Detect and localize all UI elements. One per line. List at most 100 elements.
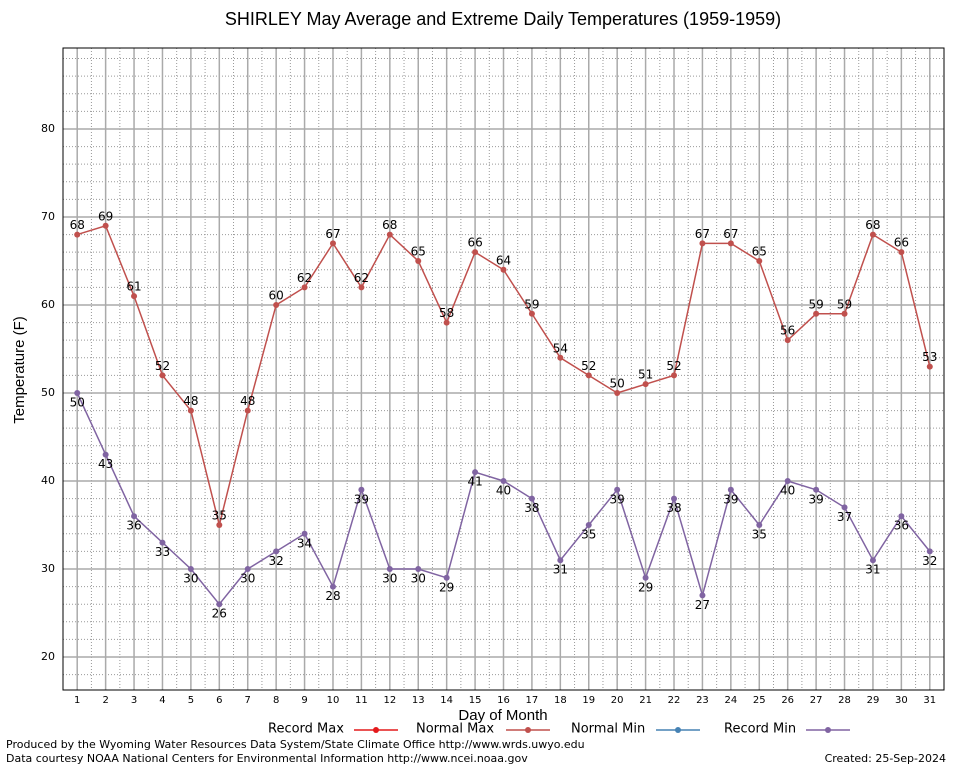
x-tick-label: 9 <box>301 695 307 706</box>
data-point <box>841 310 848 317</box>
data-label: 36 <box>894 519 909 533</box>
data-label: 41 <box>467 475 482 489</box>
data-label: 33 <box>155 545 170 559</box>
data-label: 32 <box>922 554 937 568</box>
x-tick-label: 14 <box>440 695 453 706</box>
footer-text: Produced by the Wyoming Water Resources … <box>6 738 585 751</box>
data-point <box>500 266 507 273</box>
data-point <box>301 284 308 291</box>
data-label: 52 <box>155 359 170 373</box>
data-point <box>784 337 791 344</box>
data-label: 48 <box>240 394 255 408</box>
data-point <box>614 389 621 396</box>
data-point <box>727 486 734 493</box>
x-tick-label: 11 <box>355 695 368 706</box>
data-point <box>244 407 251 414</box>
y-axis-label: Temperature (F) <box>11 316 28 424</box>
x-tick-label: 16 <box>497 695 510 706</box>
y-tick-label: 30 <box>41 562 55 575</box>
y-tick-label: 80 <box>41 122 55 135</box>
data-label: 28 <box>325 589 340 603</box>
data-label: 39 <box>808 492 823 506</box>
x-tick-label: 10 <box>327 695 340 706</box>
data-label: 68 <box>382 218 397 232</box>
chart-title: SHIRLEY May Average and Extreme Daily Te… <box>225 9 781 29</box>
x-tick-label: 25 <box>753 695 766 706</box>
data-label: 59 <box>837 297 852 311</box>
data-label: 50 <box>70 395 85 409</box>
data-point <box>131 513 138 520</box>
x-tick-label: 20 <box>611 695 624 706</box>
data-point <box>926 548 933 555</box>
data-point <box>528 310 535 317</box>
footer-text: Created: 25-Sep-2024 <box>825 752 946 765</box>
y-tick-label: 40 <box>41 474 55 487</box>
legend-text: Normal Max <box>416 722 494 737</box>
data-label: 27 <box>695 598 710 612</box>
data-point <box>642 381 649 388</box>
data-label: 39 <box>354 492 369 506</box>
data-label: 38 <box>666 501 681 515</box>
data-point <box>415 565 422 572</box>
data-point <box>614 486 621 493</box>
data-point <box>898 513 905 520</box>
x-tick-label: 27 <box>810 695 823 706</box>
data-point <box>727 240 734 247</box>
data-point <box>301 530 308 537</box>
data-label: 39 <box>723 492 738 506</box>
data-label: 29 <box>638 580 653 594</box>
data-point <box>671 372 678 379</box>
x-tick-label: 5 <box>188 695 194 706</box>
data-point <box>585 521 592 528</box>
data-label: 34 <box>297 536 312 550</box>
data-point <box>756 257 763 264</box>
x-tick-label: 17 <box>526 695 539 706</box>
x-tick-label: 30 <box>895 695 908 706</box>
x-tick-label: 23 <box>696 695 709 706</box>
data-label: 30 <box>382 571 397 585</box>
legend-text: Record Min <box>724 722 796 737</box>
data-point <box>187 407 194 414</box>
x-tick-label: 24 <box>724 695 737 706</box>
data-point <box>386 231 393 238</box>
data-point <box>273 548 280 555</box>
data-label: 37 <box>837 510 852 524</box>
data-point <box>102 451 109 458</box>
data-label: 35 <box>212 508 227 522</box>
data-label: 30 <box>240 571 255 585</box>
data-point <box>443 319 450 326</box>
data-label: 65 <box>752 244 767 258</box>
x-tick-label: 31 <box>923 695 936 706</box>
data-point <box>358 284 365 291</box>
x-tick-label: 2 <box>102 695 108 706</box>
legend-text: Record Max <box>268 722 344 737</box>
x-axis-label: Day of Month <box>458 707 547 724</box>
data-label: 64 <box>496 253 511 267</box>
data-label: 52 <box>581 359 596 373</box>
plot-frame <box>62 47 945 691</box>
legend-text: Normal Min <box>571 722 645 737</box>
data-label: 32 <box>269 554 284 568</box>
data-label: 69 <box>98 209 113 223</box>
data-point <box>699 240 706 247</box>
data-point <box>415 257 422 264</box>
x-tick-label: 1 <box>74 695 80 706</box>
data-point <box>557 557 564 564</box>
data-point <box>386 565 393 572</box>
data-point <box>472 249 479 256</box>
data-point <box>926 363 933 370</box>
data-point <box>216 521 223 528</box>
x-tick-label: 19 <box>582 695 595 706</box>
data-label: 52 <box>666 359 681 373</box>
data-point <box>784 477 791 484</box>
data-point <box>443 574 450 581</box>
data-point <box>869 557 876 564</box>
data-point <box>74 231 81 238</box>
data-label: 62 <box>297 271 312 285</box>
data-point <box>329 240 336 247</box>
y-tick-label: 50 <box>41 386 55 399</box>
data-point <box>358 486 365 493</box>
data-label: 40 <box>496 483 511 497</box>
data-point <box>472 469 479 476</box>
y-tick-label: 20 <box>41 650 55 663</box>
